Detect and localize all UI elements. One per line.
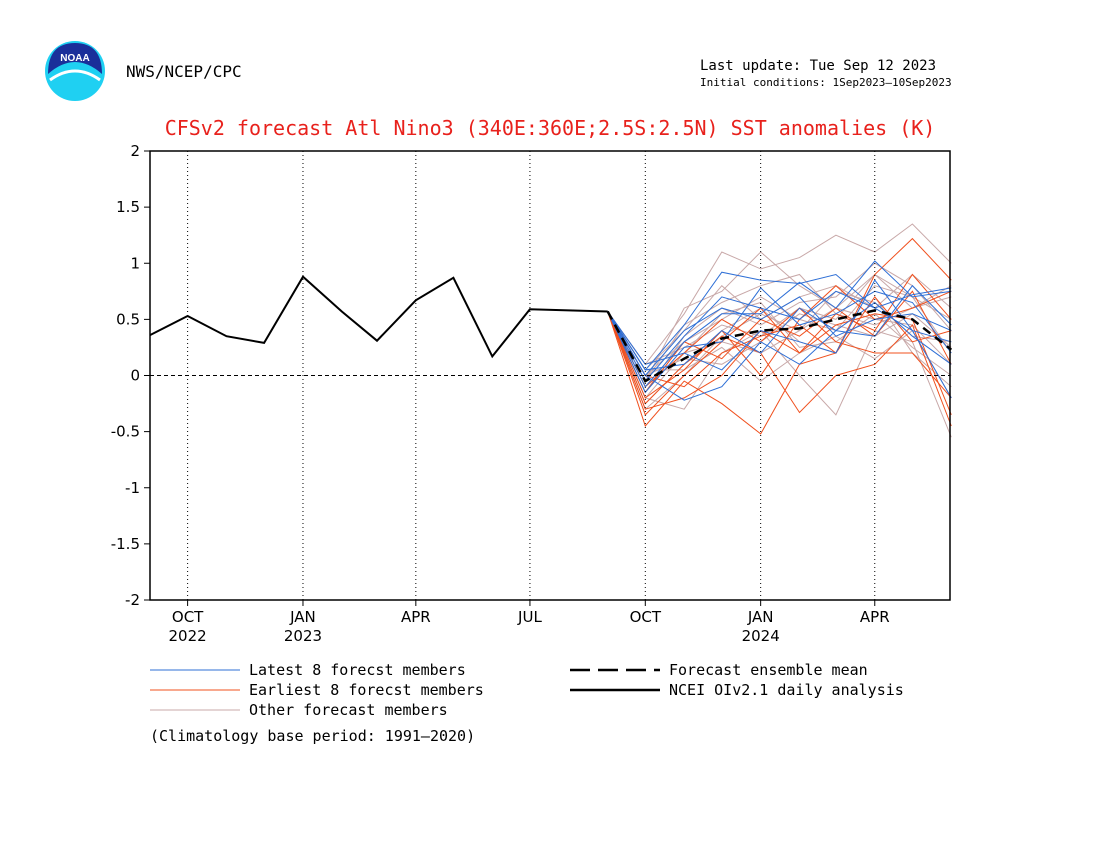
y-tick-label-3: 0.5 — [116, 310, 140, 328]
noaa-logo: NOAA — [45, 41, 105, 101]
initial-conditions: Initial conditions: 1Sep2023–10Sep2023 — [700, 76, 952, 89]
x-tick-year-5: 2024 — [742, 627, 780, 645]
latest-member-3 — [607, 284, 952, 401]
legend-label-earliest: Earliest 8 forecst members — [249, 681, 484, 699]
legend-label-mean: Forecast ensemble mean — [669, 661, 868, 679]
x-tick-label-6: APR — [860, 608, 890, 626]
latest-member-1 — [607, 271, 952, 371]
last-update: Last update: Tue Sep 12 2023 — [700, 58, 937, 74]
y-tick-label-4: 0 — [130, 367, 140, 385]
noaa-logo-text: NOAA — [60, 53, 89, 64]
chart-title: CFSv2 forecast Atl Nino3 (340E:360E;2.5S… — [164, 116, 936, 140]
agency-label: NWS/NCEP/CPC — [126, 62, 242, 81]
x-tick-year-1: 2023 — [284, 627, 322, 645]
legend-label-analysis: NCEI OIv2.1 daily analysis — [669, 681, 904, 699]
plot-lines — [149, 223, 953, 438]
x-tick-label-3: JUL — [517, 608, 542, 626]
x-tick-label-5: JAN — [747, 608, 774, 626]
other-member-13 — [607, 273, 952, 365]
y-tick-label-0: 2 — [130, 142, 140, 160]
earliest-member-3 — [607, 273, 952, 410]
analysis-line — [149, 275, 608, 359]
y-tick-label-2: 1 — [130, 254, 140, 272]
x-tick-year-0: 2022 — [169, 627, 207, 645]
y-tick-label-7: -1.5 — [111, 535, 140, 553]
climatology-note: (Climatology base period: 1991–2020) — [150, 727, 476, 745]
legend-label-latest: Latest 8 forecst members — [249, 661, 466, 679]
legend-label-other: Other forecast members — [249, 701, 448, 719]
latest-member-8 — [607, 296, 952, 377]
x-tick-label-2: APR — [401, 608, 431, 626]
y-tick-label-5: -0.5 — [111, 423, 140, 441]
x-tick-label-1: JAN — [289, 608, 316, 626]
x-tick-label-4: OCT — [630, 608, 662, 626]
latest-member-2 — [607, 260, 952, 388]
y-tick-label-8: -2 — [125, 591, 140, 609]
y-tick-label-1: 1.5 — [116, 198, 140, 216]
ensemble-mean-line — [606, 309, 953, 383]
other-member-1 — [607, 223, 952, 366]
x-tick-label-0: OCT — [172, 608, 204, 626]
latest-member-7 — [607, 287, 952, 394]
y-tick-label-6: -1 — [125, 479, 140, 497]
